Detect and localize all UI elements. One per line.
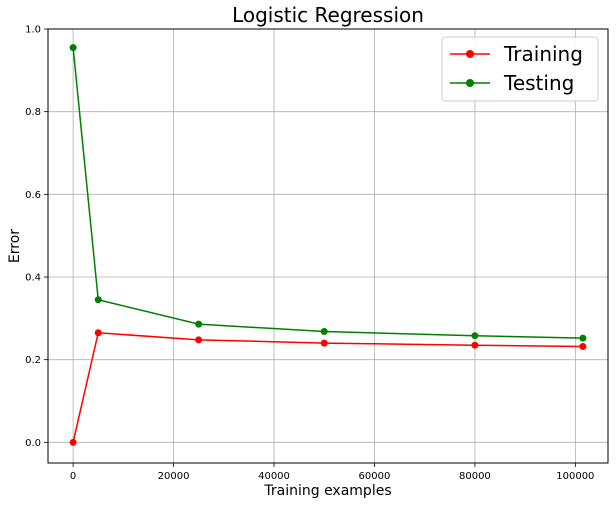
- data-point-testing: [195, 320, 203, 328]
- series-training: [69, 329, 587, 446]
- legend-swatch-marker: [466, 50, 474, 58]
- series-testing: [69, 44, 587, 342]
- y-tick-label: 1.0: [25, 25, 41, 36]
- legend-box: [441, 36, 599, 102]
- legend-label: Training: [503, 42, 583, 66]
- data-point-testing: [320, 328, 328, 336]
- series-line-training: [72, 332, 583, 443]
- legend-swatch-marker: [466, 79, 474, 87]
- y-tick-label: 0.4: [25, 273, 41, 284]
- x-tick-label: 20000: [158, 471, 190, 482]
- data-point-testing: [69, 44, 77, 52]
- data-point-training: [94, 329, 102, 337]
- y-tick-label: 0.6: [25, 190, 41, 201]
- y-tick-label: 0.0: [25, 438, 41, 449]
- legend-label: Testing: [503, 71, 574, 95]
- chart-title: Logistic Regression: [232, 3, 424, 27]
- y-axis-label: Error: [7, 229, 23, 263]
- legend-item-training: Training: [450, 42, 583, 66]
- data-point-testing: [579, 334, 587, 342]
- plot-series: [69, 44, 587, 446]
- data-point-training: [579, 342, 587, 350]
- x-axis-ticks: 0 20000 40000 60000 80000 100000: [70, 463, 594, 482]
- plot-frame: [47, 28, 609, 464]
- legend-item-testing: Testing: [450, 71, 574, 95]
- x-tick-label: 80000: [459, 471, 491, 482]
- x-tick-label: 0: [70, 471, 76, 482]
- legend: Training Testing: [441, 36, 599, 102]
- data-point-testing: [471, 332, 479, 340]
- data-point-training: [69, 438, 77, 446]
- data-point-testing: [94, 296, 102, 304]
- y-tick-label: 0.2: [25, 355, 41, 366]
- x-axis-label: Training examples: [263, 483, 391, 499]
- x-tick-label: 60000: [359, 471, 391, 482]
- data-point-training: [320, 339, 328, 347]
- x-tick-label: 40000: [258, 471, 290, 482]
- data-point-training: [471, 341, 479, 349]
- data-point-training: [195, 336, 203, 344]
- x-tick-label: 100000: [556, 471, 594, 482]
- series-line-testing: [72, 47, 583, 339]
- y-axis-ticks: 0.0 0.2 0.4 0.6 0.8 1.0: [25, 25, 48, 449]
- y-tick-label: 0.8: [25, 107, 41, 118]
